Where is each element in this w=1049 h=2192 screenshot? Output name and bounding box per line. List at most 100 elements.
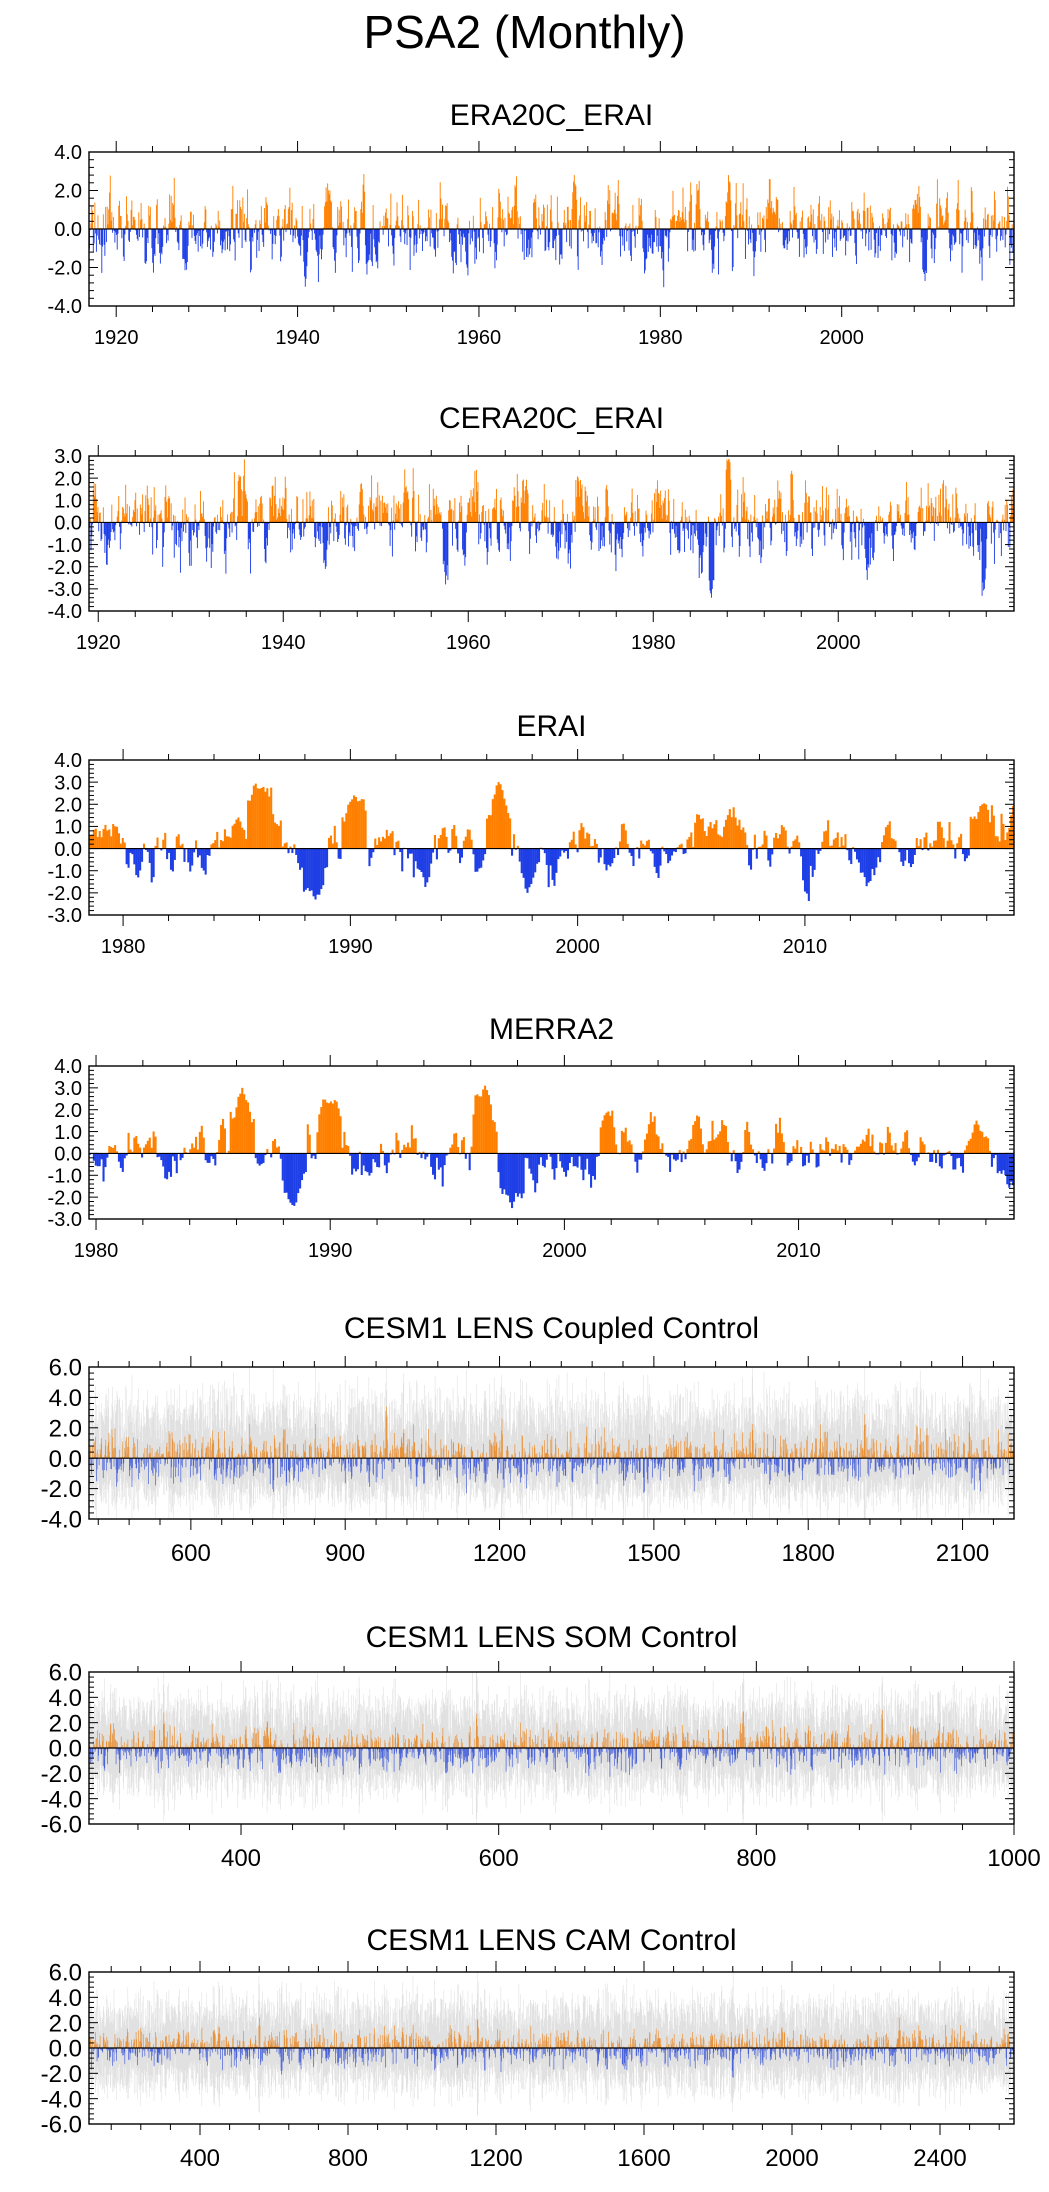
negative-bar — [368, 1458, 369, 1466]
positive-bar — [290, 210, 292, 229]
positive-bar — [349, 801, 352, 849]
negative-bar — [299, 1458, 301, 1461]
negative-bar — [526, 1153, 529, 1159]
positive-bar — [435, 514, 437, 523]
negative-bar — [469, 229, 471, 245]
positive-bar — [500, 218, 502, 229]
negative-bar — [391, 1458, 393, 1472]
positive-bar — [942, 483, 944, 523]
negative-bar — [424, 1458, 426, 1467]
negative-bar — [652, 522, 654, 533]
negative-bar — [761, 229, 763, 232]
negative-bar — [556, 1458, 558, 1487]
negative-bar — [869, 229, 870, 233]
positive-bar — [577, 477, 579, 523]
negative-bar — [123, 1153, 126, 1159]
negative-bar — [507, 1153, 510, 1196]
negative-bar — [977, 522, 979, 552]
negative-bar — [253, 1458, 255, 1473]
negative-bar — [740, 1153, 743, 1162]
negative-bar — [474, 1458, 476, 1483]
positive-bar — [144, 511, 146, 523]
positive-bar — [828, 494, 830, 523]
negative-bar — [258, 1153, 261, 1166]
positive-bar — [327, 190, 329, 229]
positive-bar — [774, 499, 776, 523]
negative-bar — [527, 1458, 529, 1465]
negative-bar — [183, 229, 185, 260]
positive-bar — [583, 518, 585, 523]
negative-bar — [116, 1458, 118, 1483]
negative-bar — [445, 1458, 447, 1461]
negative-bar — [423, 1458, 424, 1484]
positive-bar — [593, 519, 595, 523]
positive-bar — [632, 205, 634, 229]
positive-bar — [879, 225, 881, 229]
negative-bar — [647, 1458, 649, 1484]
positive-bar — [346, 507, 348, 523]
positive-bar — [624, 226, 626, 229]
negative-bar — [487, 522, 489, 553]
positive-bar — [755, 520, 756, 523]
positive-bar — [919, 1137, 922, 1154]
positive-bar — [246, 218, 248, 229]
negative-bar — [234, 229, 236, 261]
negative-bar — [758, 522, 759, 540]
positive-bar — [573, 175, 575, 229]
negative-bar — [229, 1458, 231, 1479]
negative-bar — [245, 229, 247, 243]
positive-bar — [266, 202, 268, 229]
positive-bar — [275, 824, 279, 849]
negative-bar — [498, 522, 500, 551]
positive-bar — [1004, 839, 1007, 849]
negative-bar — [553, 1458, 555, 1462]
negative-bar — [416, 522, 418, 543]
negative-bar — [806, 522, 808, 533]
positive-bar — [369, 497, 371, 523]
positive-bar — [161, 1453, 163, 1459]
positive-bar — [925, 520, 927, 523]
negative-bar — [677, 522, 679, 550]
positive-bar — [646, 1455, 647, 1459]
positive-bar — [194, 504, 196, 523]
positive-bar — [342, 507, 344, 523]
negative-bar — [523, 1458, 524, 1462]
positive-bar — [671, 1451, 672, 1459]
positive-bar — [688, 837, 691, 849]
positive-bar — [226, 514, 228, 523]
positive-bar — [669, 1438, 671, 1459]
positive-bar — [320, 1447, 322, 1459]
positive-bar — [274, 1138, 277, 1154]
positive-bar — [565, 1451, 567, 1459]
negative-bar — [381, 1458, 383, 1465]
positive-bar — [104, 1445, 106, 1459]
positive-bar — [637, 226, 639, 229]
negative-bar — [958, 522, 960, 528]
negative-bar — [232, 1458, 234, 1460]
positive-bar — [673, 498, 675, 523]
negative-bar — [955, 229, 957, 243]
positive-bar — [359, 492, 361, 523]
positive-bar — [593, 1456, 595, 1459]
negative-bar — [515, 1458, 517, 1469]
negative-bar — [431, 1458, 433, 1465]
negative-bar — [367, 229, 369, 263]
negative-bar — [204, 1153, 207, 1161]
negative-bar — [405, 229, 406, 234]
positive-bar — [424, 514, 426, 523]
positive-bar — [576, 199, 578, 229]
negative-bar — [749, 229, 751, 240]
negative-bar — [222, 1458, 224, 1484]
positive-bar — [493, 1442, 495, 1459]
negative-bar — [305, 1458, 307, 1462]
positive-bar — [250, 794, 253, 849]
negative-bar — [437, 1153, 440, 1170]
positive-bar — [219, 1448, 221, 1459]
negative-bar — [459, 229, 460, 245]
positive-bar — [340, 1456, 342, 1459]
negative-bar — [416, 1458, 418, 1478]
negative-bar — [571, 522, 573, 543]
positive-bar — [460, 1447, 462, 1459]
negative-bar — [455, 522, 457, 529]
